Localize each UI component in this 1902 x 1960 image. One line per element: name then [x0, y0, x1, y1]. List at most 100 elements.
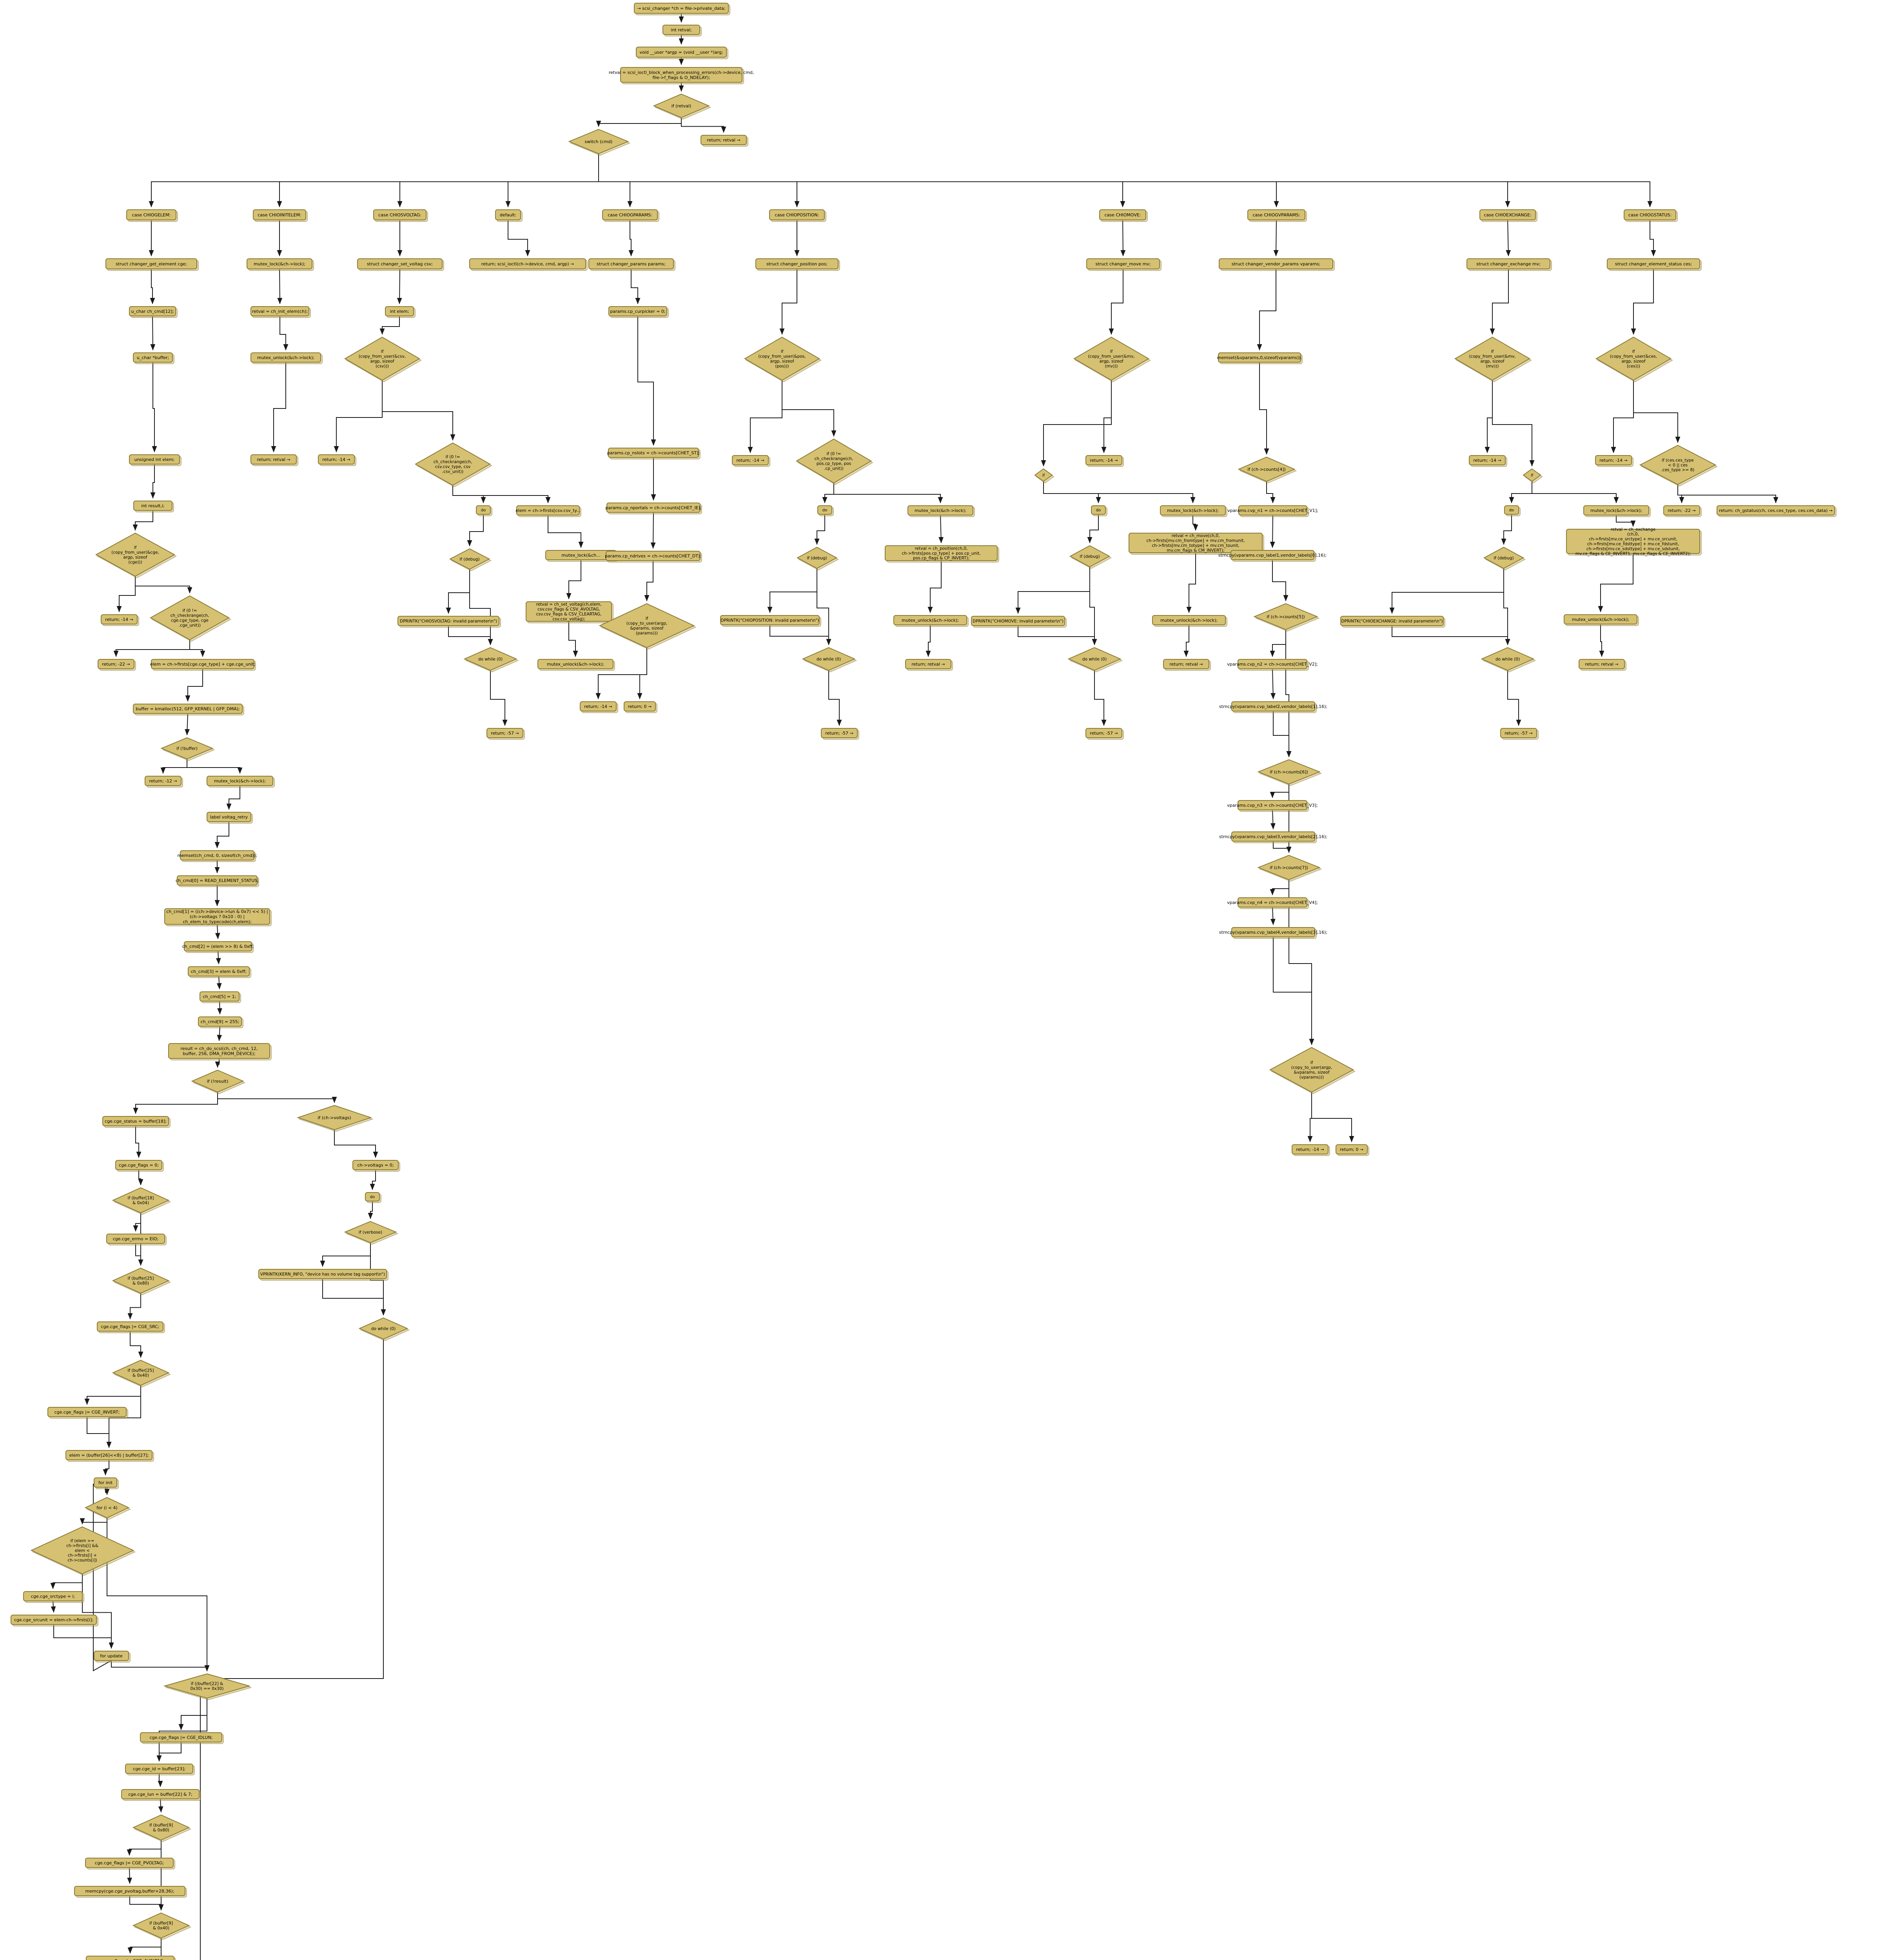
process-node[interactable]: mutex_unlock(&ch->lock); [893, 615, 969, 627]
decision-node[interactable]: if (!result) [191, 1069, 246, 1094]
decision-node[interactable]: if(copy_from_user(&mv,argp, sizeof(mv))) [1454, 336, 1532, 383]
process-node[interactable]: return; scsi_ioctl(ch->device, cmd, argp… [469, 258, 588, 271]
process-node[interactable]: cge.cge_flags |= CGE_PVOLTAG; [85, 1858, 175, 1869]
process-node[interactable]: u_char *buffer; [133, 352, 174, 364]
process-node[interactable]: unsigned int elem; [129, 454, 181, 466]
process-node[interactable]: retval = ch_set_voltag(ch,elem,csv.csv_f… [526, 601, 613, 623]
process-node[interactable]: elem = ch->firsts[cge.cge_type] + cge.cg… [150, 659, 256, 671]
process-node[interactable]: return; -14 → [101, 614, 139, 626]
process-node[interactable]: return; -57 → [821, 728, 859, 740]
process-node[interactable]: retval = scsi_ioctl_block_when_processin… [609, 67, 754, 84]
process-node[interactable]: DPRINTK("CHIOPOSITION: invalid parameter… [720, 615, 821, 627]
process-node[interactable]: return; -57 → [486, 728, 525, 740]
process-node[interactable]: struct changer_set_voltag csv; [357, 258, 444, 271]
process-node[interactable]: return; -14 → [1292, 1144, 1330, 1156]
process-node[interactable]: vparams.cvp_n2 = ch->counts[CHET_V2]; [1227, 659, 1318, 671]
process-node[interactable]: case CHIOGSTATUS: [1624, 209, 1678, 222]
decision-node[interactable]: if [1523, 468, 1543, 484]
decision-node[interactable]: if (debug) [1069, 545, 1112, 569]
process-node[interactable]: ch_cmd[5] = 1; [200, 991, 241, 1003]
process-node[interactable]: do [817, 505, 834, 516]
decision-node[interactable]: if(copy_to_user(argp,&vparams, sizeof(vp… [1269, 1047, 1356, 1094]
process-node[interactable]: params.cp_ndrives = ch->counts[CHET_DT]; [605, 551, 702, 563]
process-node[interactable]: cge.cge_srctype = i; [23, 1591, 84, 1603]
process-node[interactable]: struct changer_vendor_params vparams; [1219, 258, 1335, 271]
process-node[interactable]: return; retval → [905, 659, 953, 671]
decision-node[interactable]: if (ces.ces_type< 0 || ces .ces_type >= … [1639, 445, 1718, 487]
process-node[interactable]: retval = ch_exchange(ch,0,ch->firsts[mv.… [1566, 527, 1702, 556]
decision-node[interactable]: if (ch->counts[6]) [1257, 759, 1322, 786]
process-node[interactable]: cge.cge_status = buffer[18]; [102, 1116, 171, 1128]
process-node[interactable]: cge.cge_errno = EIO; [106, 1234, 167, 1245]
decision-node[interactable]: if (buffer[9]& 0x40) [132, 1912, 192, 1940]
decision-node[interactable]: if (debug) [796, 546, 839, 571]
process-node[interactable]: case CHIOGELEM: [126, 209, 178, 222]
decision-node[interactable]: if (ch->counts[4]) [1238, 456, 1297, 484]
decision-node[interactable]: if(copy_from_user(&pos,argp, sizeof(pos)… [744, 336, 822, 383]
process-node[interactable]: for update [94, 1651, 131, 1662]
process-node[interactable]: → scsi_changer *ch = file->private_data; [634, 3, 730, 15]
process-node[interactable]: return; 0 → [1336, 1144, 1369, 1156]
process-node[interactable]: DPRINTK("CHIOMOVE: invalid parameter\n") [971, 616, 1067, 628]
decision-node[interactable]: do while (0) [1481, 647, 1536, 673]
process-node[interactable]: memset(&vparams,0,sizeof(vparams)); [1217, 352, 1303, 364]
decision-node[interactable]: if(copy_to_user(argp,&params, sizeof(par… [599, 603, 697, 650]
process-node[interactable]: mutex_lock(&ch->lock); [247, 258, 314, 271]
decision-node[interactable]: if (!buffer) [160, 737, 215, 761]
process-node[interactable]: return; -14 → [580, 701, 618, 713]
process-node[interactable]: VPRINTK(KERN_INFO, "device has no volume… [258, 1269, 388, 1281]
process-node[interactable]: strncpy(vparams.cvp_label1,vendor_labels… [1218, 550, 1327, 562]
process-node[interactable]: vparams.cvp_n1 = ch->counts[CHET_V1]; [1227, 505, 1318, 517]
process-node[interactable]: mutex_unlock(&ch->lock); [1152, 615, 1227, 627]
process-node[interactable]: default: [495, 209, 523, 222]
process-node[interactable]: cge.cge_id = buffer[23]; [125, 1764, 195, 1775]
decision-node[interactable]: if(copy_from_user(&cge,argp, sizeof(cge)… [95, 532, 177, 579]
process-node[interactable]: ch_cmd[0] = READ_ELEMENT_STATUS; [176, 875, 259, 887]
process-node[interactable]: mutex_lock(&ch->lock); [207, 776, 275, 788]
process-node[interactable]: return; -14 → [732, 455, 770, 467]
decision-node[interactable]: if (retval) [653, 93, 711, 120]
decision-node[interactable]: if(copy_from_user(&csv,argp, sizeof(csv)… [344, 336, 422, 383]
process-node[interactable]: int result,i; [133, 501, 174, 512]
process-node[interactable]: buffer = kmalloc(512, GFP_KERNEL | GFP_D… [133, 704, 244, 715]
process-node[interactable]: case CHIOSVOLTAG: [373, 209, 428, 222]
process-node[interactable]: params.cp_curpicker = 0; [608, 306, 669, 318]
process-node[interactable]: elem = (buffer[26]<<8) | buffer[27]; [65, 1450, 154, 1462]
process-node[interactable]: params.cp_nportals = ch->counts[CHET_IE]… [605, 503, 702, 514]
process-node[interactable]: DPRINTK("CHIOSVOLTAG: invalid parameter\… [397, 616, 501, 628]
process-node[interactable]: vparams.cvp_n3 = ch->counts[CHET_V3]; [1227, 800, 1318, 812]
process-node[interactable]: return; -14 → [1595, 455, 1633, 467]
process-node[interactable]: cge.cge_flags |= CGE_INVERT; [47, 1407, 128, 1419]
decision-node[interactable]: if (0 !=ch_checkrange(ch,pos.cp_type, po… [796, 438, 873, 485]
decision-node[interactable]: do while (0) [358, 1317, 410, 1341]
process-node[interactable]: return; -22 → [98, 659, 136, 671]
process-node[interactable]: struct changer_position pos; [755, 258, 840, 271]
process-node[interactable]: cge.cge_lun = buffer[22] & 7; [121, 1789, 201, 1801]
decision-node[interactable]: do while (0) [802, 647, 857, 673]
process-node[interactable]: retval = ch_position(ch,0,ch->firsts[pos… [885, 545, 999, 563]
decision-node[interactable]: if (elem >=ch->firsts[i] &&elem <ch->fir… [30, 1526, 136, 1576]
process-node[interactable]: return; ch_gstatus(ch, ces.ces_type, ces… [1717, 505, 1837, 517]
process-node[interactable]: case CHIOGVPARAMS: [1247, 209, 1307, 222]
decision-node[interactable]: if (ch->voltags) [296, 1105, 374, 1132]
process-node[interactable]: ch_cmd[3] = elem & 0xff; [188, 966, 251, 978]
process-node[interactable]: return; -57 → [1500, 728, 1539, 740]
process-node[interactable]: return; -14 → [1085, 455, 1124, 467]
decision-node[interactable]: for (i < 4) [84, 1497, 131, 1520]
decision-node[interactable]: if(copy_from_user(&ces,argp, sizeof(ces)… [1595, 336, 1673, 383]
decision-node[interactable]: if (debug) [1483, 546, 1526, 571]
process-node[interactable]: u_char ch_cmd[12]; [129, 306, 178, 318]
process-node[interactable]: mutex_lock(&ch->lock); [1583, 505, 1651, 517]
process-node[interactable]: params.cp_nslots = ch->counts[CHET_ST]; [607, 448, 701, 459]
process-node[interactable]: return; -12 → [145, 776, 183, 788]
process-node[interactable]: case CHIOINITELEM: [253, 209, 308, 222]
process-node[interactable]: memset(ch_cmd, 0, sizeof(ch_cmd)); [177, 850, 257, 862]
process-node[interactable]: return; retval → [701, 135, 748, 147]
process-node[interactable]: DPRINTK("CHIOEXCHANGE: invalid parameter… [1340, 616, 1445, 628]
process-node[interactable]: void __user *argp = (void __user *)arg; [636, 47, 728, 59]
decision-node[interactable]: switch (cmd) [568, 129, 631, 156]
process-node[interactable]: vparams.cvp_n4 = ch->counts[CHET_V4]; [1227, 897, 1318, 909]
process-node[interactable]: cge.cge_flags |= CGE_IDLUN; [140, 1732, 224, 1744]
process-node[interactable]: ch_cmd[9] = 255; [198, 1016, 243, 1028]
decision-node[interactable]: if ((buffer[22] &0x30) == 0x30) [163, 1673, 252, 1700]
